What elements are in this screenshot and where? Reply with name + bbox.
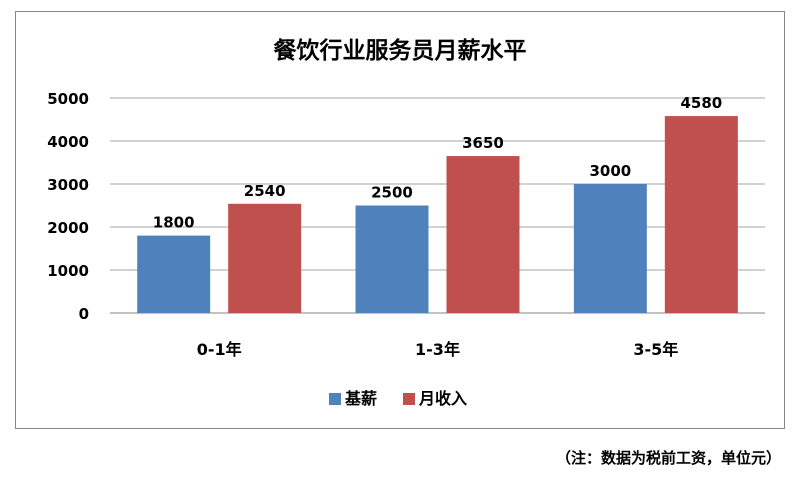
data-label: 3000 (589, 162, 631, 180)
x-category-label: 1-3年 (415, 340, 460, 359)
bars (137, 116, 738, 313)
data-labels: 1800 2540 2500 3650 3000 4580 (153, 94, 722, 232)
x-category-label: 3-5年 (633, 340, 678, 359)
bar-monthly-income (228, 203, 302, 313)
data-label: 2540 (244, 182, 286, 200)
chart-title: 餐饮行业服务员月薪水平 (274, 37, 527, 64)
legend-label: 基薪 (344, 389, 377, 408)
data-label: 3650 (462, 134, 504, 152)
y-tick-label: 3000 (47, 176, 89, 194)
data-label: 2500 (371, 184, 413, 202)
bar-base-salary (573, 184, 647, 313)
bar-base-salary (355, 205, 429, 313)
y-tick-label: 1000 (47, 262, 89, 280)
legend-swatch (403, 393, 415, 405)
bar-monthly-income (446, 156, 520, 313)
data-label: 1800 (153, 214, 195, 232)
legend-swatch (329, 393, 341, 405)
y-tick-label: 0 (79, 305, 89, 323)
legend: 基薪 月收入 (329, 389, 467, 408)
y-axis-ticks: 0 1000 2000 3000 4000 5000 (47, 90, 89, 323)
x-category-label: 0-1年 (197, 340, 242, 359)
y-tick-label: 4000 (47, 133, 89, 151)
y-tick-label: 2000 (47, 219, 89, 237)
footnote: （注：数据为税前工资，单位元） (555, 449, 781, 467)
x-axis-categories: 0-1年 1-3年 3-5年 (197, 340, 679, 359)
bar-monthly-income (664, 116, 738, 313)
data-label: 4580 (680, 94, 722, 112)
bar-base-salary (137, 235, 211, 313)
legend-label: 月收入 (418, 389, 467, 408)
y-tick-label: 5000 (47, 90, 89, 108)
gridlines (110, 97, 765, 314)
